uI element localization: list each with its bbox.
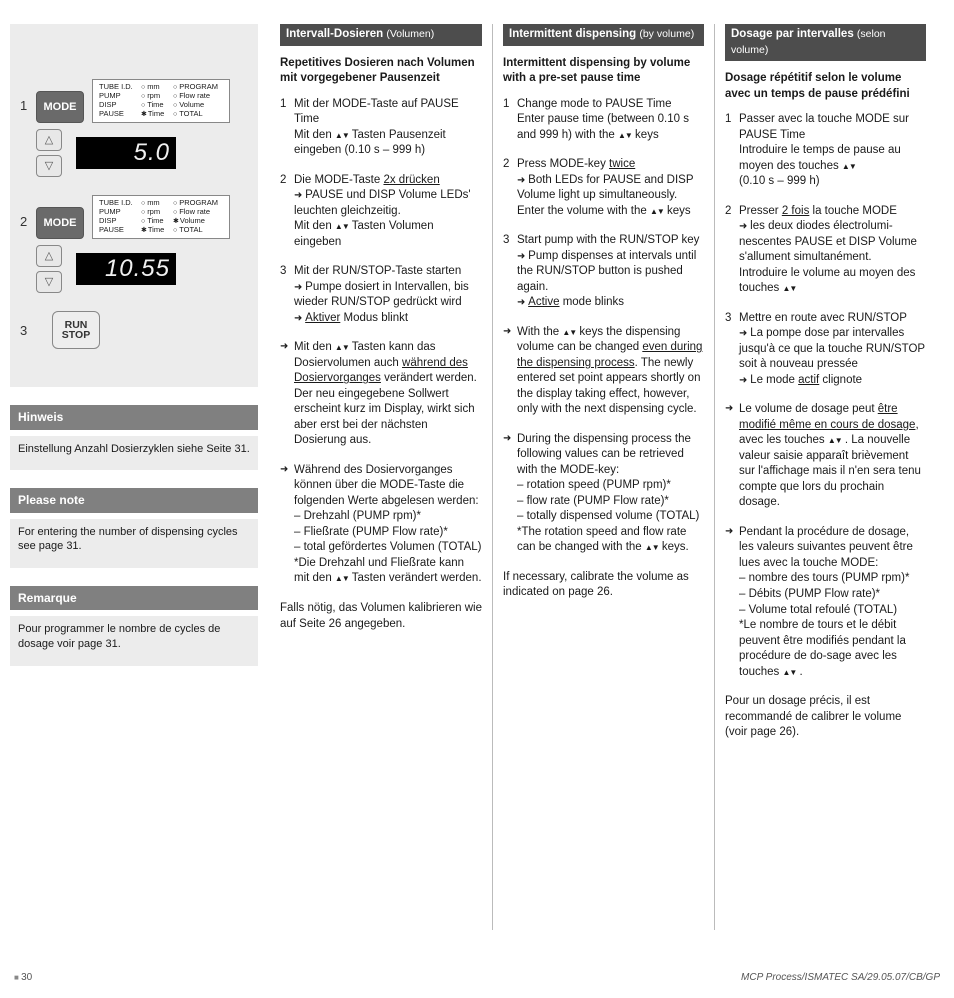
closing-text: If necessary, calibrate the volume as in… <box>503 570 704 601</box>
sub-heading: Repetitives Dosieren nach Volumen mit vo… <box>280 56 482 87</box>
closing-text: Pour un dosage précis, il est recommandé… <box>725 694 926 741</box>
list-item: Start pump with the RUN/STOP key Pump di… <box>503 233 704 311</box>
bullet: With the keys the dispen­sing volume can… <box>503 325 704 418</box>
step-1: 1 MODE TUBE I.D.mmPROGRAM PUMPrpmFlow ra… <box>20 79 248 177</box>
note-heading-fr: Remarque <box>10 586 258 610</box>
footer-ref: MCP Process/ISMATEC SA/29.05.07/CB/GP <box>741 971 940 985</box>
led-panel: TUBE I.D.mmPROGRAM PUMPrpmFlow rate DISP… <box>92 79 230 123</box>
column-fr: Dosage par intervalles (selon volume) Do… <box>714 24 936 930</box>
diagram-area: 1 MODE TUBE I.D.mmPROGRAM PUMPrpmFlow ra… <box>10 24 258 387</box>
sub-heading: Intermittent dispensing by volu­me with … <box>503 56 704 87</box>
steps-list: Passer avec la touche MODE sur PAUSE Tim… <box>725 112 926 388</box>
steps-list: Mit der MODE-Taste auf PAUSE Time Mit de… <box>280 97 482 327</box>
list-item: Mit der RUN/STOP-Taste starten Pumpe dos… <box>280 264 482 326</box>
text-columns: Intervall-Dosieren (Volumen) Repetitives… <box>258 24 944 930</box>
led-panel: TUBE I.D.mmPROGRAM PUMPrpmFlow rate DISP… <box>92 195 230 239</box>
list-item: Die MODE-Taste 2x drücken PAUSE und DISP… <box>280 173 482 251</box>
note-heading-en: Please note <box>10 488 258 512</box>
list-item: Passer avec la touche MODE sur PAUSE Tim… <box>725 112 926 190</box>
list-item: Mit der MODE-Taste auf PAUSE Time Mit de… <box>280 97 482 159</box>
run-stop-button[interactable]: RUN STOP <box>52 311 100 349</box>
col-heading: Dosage par intervalles (selon volume) <box>725 24 926 61</box>
note-text: Einstellung Anzahl Dosierzyklen siehe Se… <box>10 436 258 471</box>
up-button[interactable]: △ <box>36 129 62 151</box>
down-button[interactable]: ▽ <box>36 155 62 177</box>
notes: Hinweis Einstellung Anzahl Dosierzyklen … <box>10 387 258 666</box>
note-heading-de: Hinweis <box>10 405 258 429</box>
steps-list: Change mode to PAUSE Time Enter pause ti… <box>503 97 704 311</box>
col-heading: Intermittent dispensing (by volume) <box>503 24 704 46</box>
step-2: 2 MODE TUBE I.D.mmPROGRAM PUMPrpmFlow ra… <box>20 195 248 293</box>
list-item: Press MODE-key twice Both LEDs for PAUSE… <box>503 157 704 219</box>
note-text: Pour programmer le nombre de cycles de d… <box>10 616 258 666</box>
down-button[interactable]: ▽ <box>36 271 62 293</box>
lcd-display: 5.0 <box>76 137 176 169</box>
step-number: 2 <box>20 213 36 231</box>
note-text: For entering the number of dispen­sing c… <box>10 519 258 569</box>
lcd-display: 10.55 <box>76 253 176 285</box>
list-item: Presser 2 fois la touche MODE les deux d… <box>725 204 926 297</box>
page-number: 30 <box>14 971 32 985</box>
bullet: Während des Dosiervorganges können über … <box>280 463 482 587</box>
list-item: Mettre en route avec RUN/STOP La pompe d… <box>725 311 926 389</box>
bullet: During the dispensing process the follow… <box>503 432 704 556</box>
bullet: Mit den Tasten kann das Dosiervolumen au… <box>280 340 482 449</box>
step-number: 3 <box>20 322 36 340</box>
step-3: 3 RUN STOP <box>20 311 248 349</box>
col-heading: Intervall-Dosieren (Volumen) <box>280 24 482 46</box>
page: 1 MODE TUBE I.D.mmPROGRAM PUMPrpmFlow ra… <box>0 0 954 940</box>
column-de: Intervall-Dosieren (Volumen) Repetitives… <box>270 24 492 930</box>
up-button[interactable]: △ <box>36 245 62 267</box>
footer: 30 MCP Process/ISMATEC SA/29.05.07/CB/GP <box>14 971 940 985</box>
column-en: Intermittent dispensing (by volume) Inte… <box>492 24 714 930</box>
list-item: Change mode to PAUSE Time Enter pause ti… <box>503 97 704 144</box>
mode-button[interactable]: MODE <box>36 91 84 123</box>
arrow-buttons: △ ▽ <box>36 129 62 177</box>
arrow-buttons: △ ▽ <box>36 245 62 293</box>
bullet: Le volume de dosage peut être modifié mê… <box>725 402 926 511</box>
closing-text: Falls nötig, das Volumen kalibrie­ren wi… <box>280 601 482 632</box>
sub-heading: Dosage répétitif selon le volu­me avec u… <box>725 71 926 102</box>
left-column: 1 MODE TUBE I.D.mmPROGRAM PUMPrpmFlow ra… <box>10 24 258 930</box>
step-number: 1 <box>20 97 36 115</box>
mode-button[interactable]: MODE <box>36 207 84 239</box>
bullet: Pendant la procédure de do­sage, les val… <box>725 525 926 680</box>
